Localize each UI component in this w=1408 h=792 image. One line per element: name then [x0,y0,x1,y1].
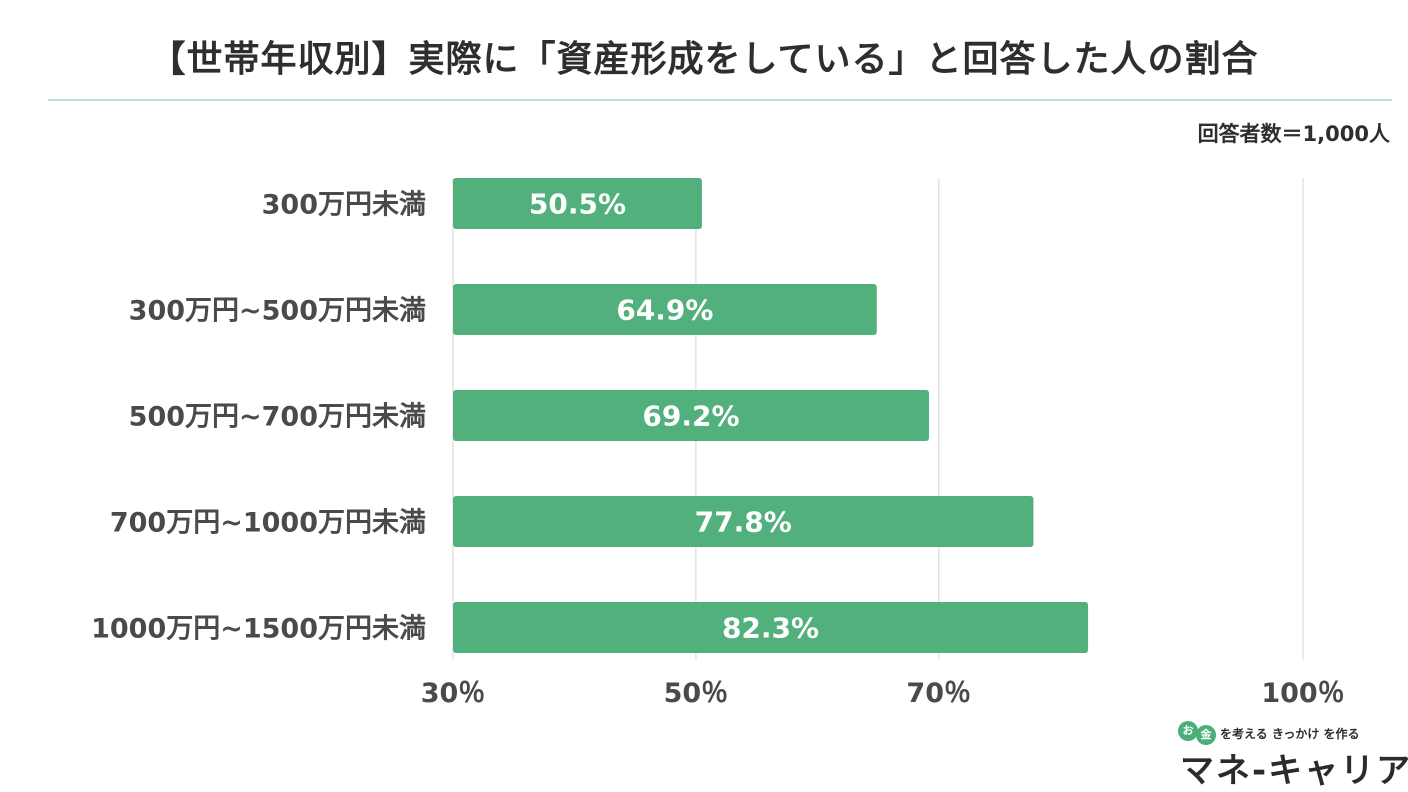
bar-3 [453,390,929,441]
category-label-2: 300万円~500万円未満 [129,296,426,327]
bar-1 [453,178,702,229]
logo-badge-kin: 金 [1196,725,1216,745]
category-label-3: 500万円~700万円未満 [129,402,426,433]
x-tick-label-70: 70％ [906,678,971,709]
logo-badge-o: お [1178,721,1198,741]
logo-tagline: を考える きっかけ を作る [1220,727,1360,741]
data-label-2: 64.9% [616,294,713,327]
category-label-4: 700万円~1000万円未満 [110,508,426,539]
category-label-5: 1000万円~1500万円未満 [91,614,426,645]
respondent-count: 回答者数＝1,000人 [1197,122,1390,146]
bar-4 [453,496,1034,547]
data-label-3: 69.2% [642,400,739,433]
data-label-1: 50.5% [529,188,626,221]
x-tick-label-30: 30％ [421,678,486,709]
data-label-4: 77.8% [695,506,792,539]
x-tick-label-100: 100％ [1261,678,1344,709]
x-tick-label-50: 50％ [664,678,729,709]
category-label-1: 300万円未満 [262,190,426,221]
bar-5 [453,602,1089,653]
brand-logo: お 金 を考える きっかけ を作る マネ-キャリア [1178,717,1408,791]
bar-2 [453,284,877,335]
logo-name: マネ-キャリア [1180,751,1408,791]
chart-title: 【世帯年収別】実際に「資産形成をしている」と回答した人の割合 [149,39,1259,80]
title-divider [48,99,1392,101]
data-label-5: 82.3% [722,612,819,645]
